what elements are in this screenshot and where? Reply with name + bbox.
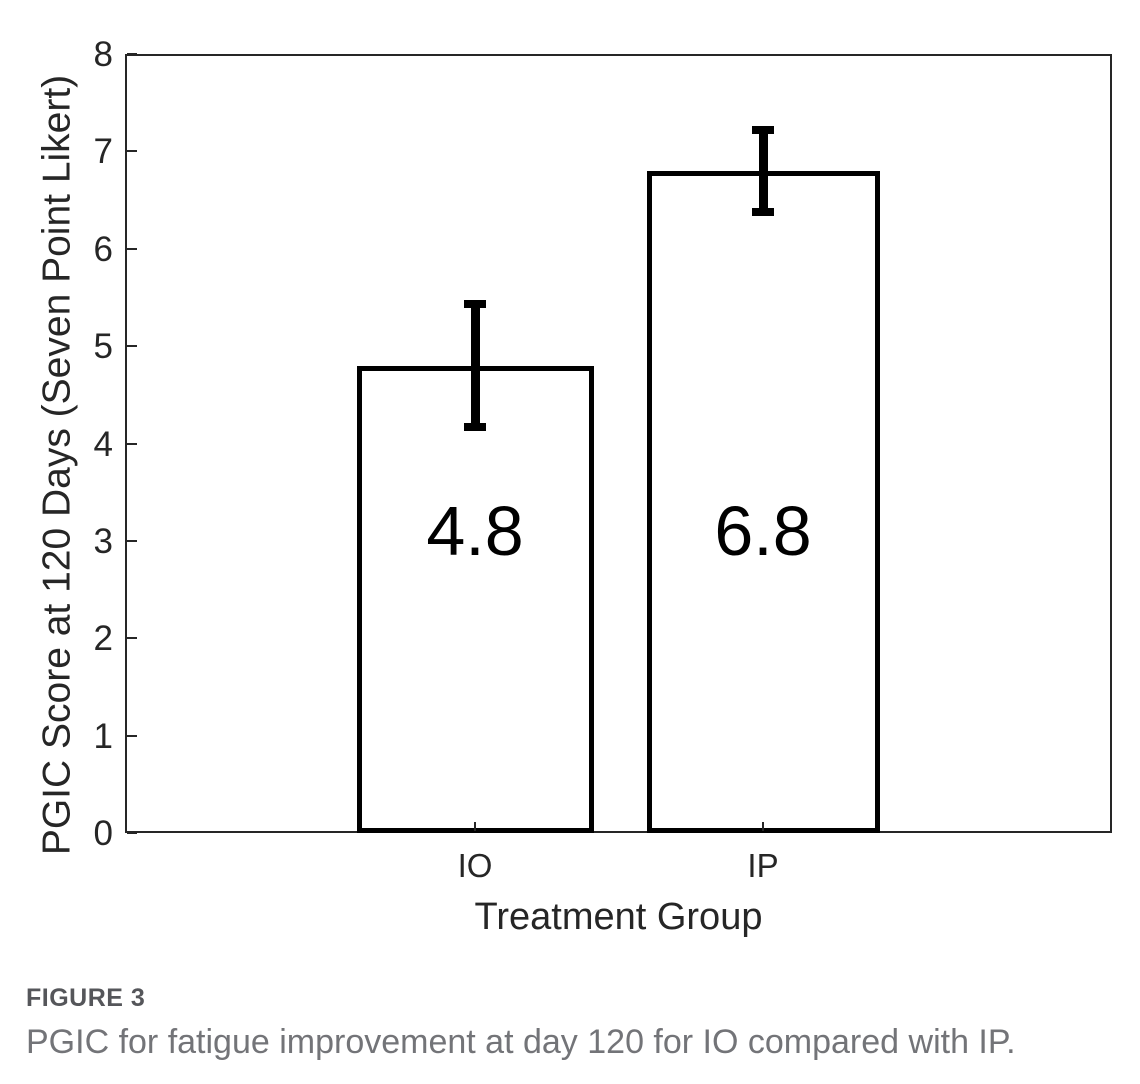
y-tick-label: 2: [93, 619, 113, 659]
x-tick-label: IO: [457, 847, 493, 884]
error-bar-cap-top: [464, 300, 486, 309]
y-tick-label: 5: [93, 327, 113, 367]
error-bar-cap-top: [752, 125, 774, 134]
y-axis-tick: [127, 832, 137, 834]
y-axis-tick: [127, 442, 137, 445]
y-tick-label: 1: [93, 716, 113, 756]
y-axis-tick: [127, 734, 137, 737]
y-tick-label: 6: [93, 229, 113, 269]
y-tick-label: 3: [93, 521, 113, 561]
y-axis-tick: [127, 150, 137, 153]
bar-value-label: 6.8: [714, 492, 812, 571]
error-bar-stem: [758, 125, 768, 216]
figure-caption: PGIC for fatigue improvement at day 120 …: [26, 1023, 1016, 1061]
x-tick-label: IP: [747, 847, 779, 884]
error-bar-cap-bottom: [752, 207, 774, 216]
y-axis-tick: [127, 539, 137, 542]
y-axis-tick: [127, 637, 137, 640]
error-bar-cap-bottom: [464, 422, 486, 431]
y-tick-label: 4: [93, 424, 113, 464]
plot-area: [125, 54, 1112, 833]
x-axis-tick: [474, 822, 476, 831]
y-axis-tick: [127, 345, 137, 348]
y-axis-tick: [127, 53, 137, 55]
y-axis-tick: [127, 247, 137, 250]
y-tick-label: 8: [93, 35, 113, 74]
error-bar-stem: [470, 300, 480, 431]
y-tick-label: 7: [93, 132, 113, 172]
bar-value-label: 4.8: [426, 492, 524, 571]
bar-io: [356, 365, 594, 833]
y-tick-label: 0: [93, 814, 113, 853]
x-axis-label: Treatment Group: [474, 896, 763, 938]
figure-label: FIGURE 3: [26, 984, 146, 1012]
x-axis-tick: [762, 822, 764, 831]
